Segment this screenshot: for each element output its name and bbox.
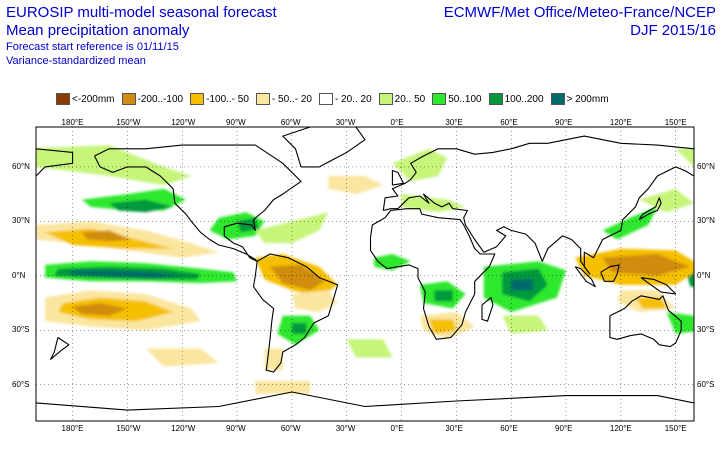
legend-swatch [121,93,136,105]
longitude-label: 0°E [390,118,404,127]
legend-swatch [550,93,565,105]
latitude-label: 0°N [12,270,26,280]
legend-label: - 50..- 20 [271,93,312,105]
variance-note: Variance-standardized mean [6,55,146,67]
legend-label: - 20.. 20 [334,93,372,105]
longitude-label: 30°E [445,118,463,127]
coastlines [36,127,694,411]
longitude-label: 180°E [61,118,84,127]
legend-swatch [255,93,270,105]
latitude-label: 0°N [697,270,711,280]
legend-item: 100..200 [488,93,544,105]
legend-swatch [190,93,205,105]
longitude-label: 150°E [664,118,687,127]
longitude-label: 120°E [609,424,632,433]
latitude-label: 30°N [697,216,715,226]
provider-label: ECMWF/Met Office/Meteo-France/NCEP [443,4,716,21]
longitude-label: 150°W [116,118,141,127]
legend-item: - 50..- 20 [255,93,312,105]
legend-item: -100..- 50 [190,93,249,105]
longitude-label: 60°W [280,424,301,433]
legend-label: <-200mm [72,93,115,105]
legend-swatch [318,93,333,105]
longitude-label: 90°W [226,118,246,127]
latitude-label: 60°S [12,379,30,389]
latitude-label: 60°N [12,161,30,171]
legend-swatch [378,93,393,105]
longitude-label: 60°E [500,424,518,433]
longitude-label: 0°E [390,424,404,433]
legend-swatch [56,93,70,105]
longitude-label: 120°E [609,118,632,127]
longitude-label: 120°W [171,424,196,433]
longitude-label: 150°W [116,424,141,433]
longitude-label: 30°W [335,424,356,433]
legend-label: > 200mm [566,93,609,105]
anomaly-layer [36,145,694,394]
longitude-label: 90°E [555,118,573,127]
latitude-label: 60°N [697,161,715,171]
legend-label: 100..200 [504,93,544,105]
legend-item: 20.. 50 [378,93,426,105]
graticule [36,127,694,421]
longitude-label: 30°E [445,424,463,433]
legend-label: -200..-100 [137,93,184,105]
longitude-label: 60°E [500,118,518,127]
map-frame [35,126,695,422]
chart-subtitle: Mean precipitation anomaly [6,22,190,39]
longitude-label: 90°W [226,424,246,433]
latitude-label: 30°S [12,325,30,335]
longitude-label: 150°E [664,424,687,433]
legend-item: - 20.. 20 [318,93,372,105]
legend-item: 50..100 [432,93,482,105]
legend-label: -100..- 50 [206,93,249,105]
longitude-label: 90°E [555,424,573,433]
legend-item: > 200mm [550,93,609,105]
longitude-label: 120°W [171,118,196,127]
latitude-label: 60°S [697,379,715,389]
longitude-label: 60°W [280,118,301,127]
longitude-label: 30°W [335,118,356,127]
provider-block: ECMWF/Met Office/Meteo-France/NCEP DJF 2… [444,4,716,40]
legend-swatch [432,93,447,105]
season-label: DJF 2015/16 [630,22,716,39]
legend: <-200mm -200..-100 -100..- 50 - 50..- 20 - 2… [56,93,616,105]
latitude-label: 30°N [12,216,30,226]
forecast-start-note: Forecast start reference is 01/11/15 [6,41,179,53]
legend-item: -200..-100 [121,93,184,105]
legend-label: 50..100 [448,93,482,105]
chart-title: EUROSIP multi-model seasonal forecast [6,4,277,21]
longitude-label: 180°E [61,424,84,433]
title-block: EUROSIP multi-model seasonal forecast Me… [6,4,277,68]
latitude-label: 30°S [697,325,715,335]
legend-item: <-200mm [56,93,115,105]
legend-label: 20.. 50 [394,93,426,105]
legend-swatch [488,93,503,105]
